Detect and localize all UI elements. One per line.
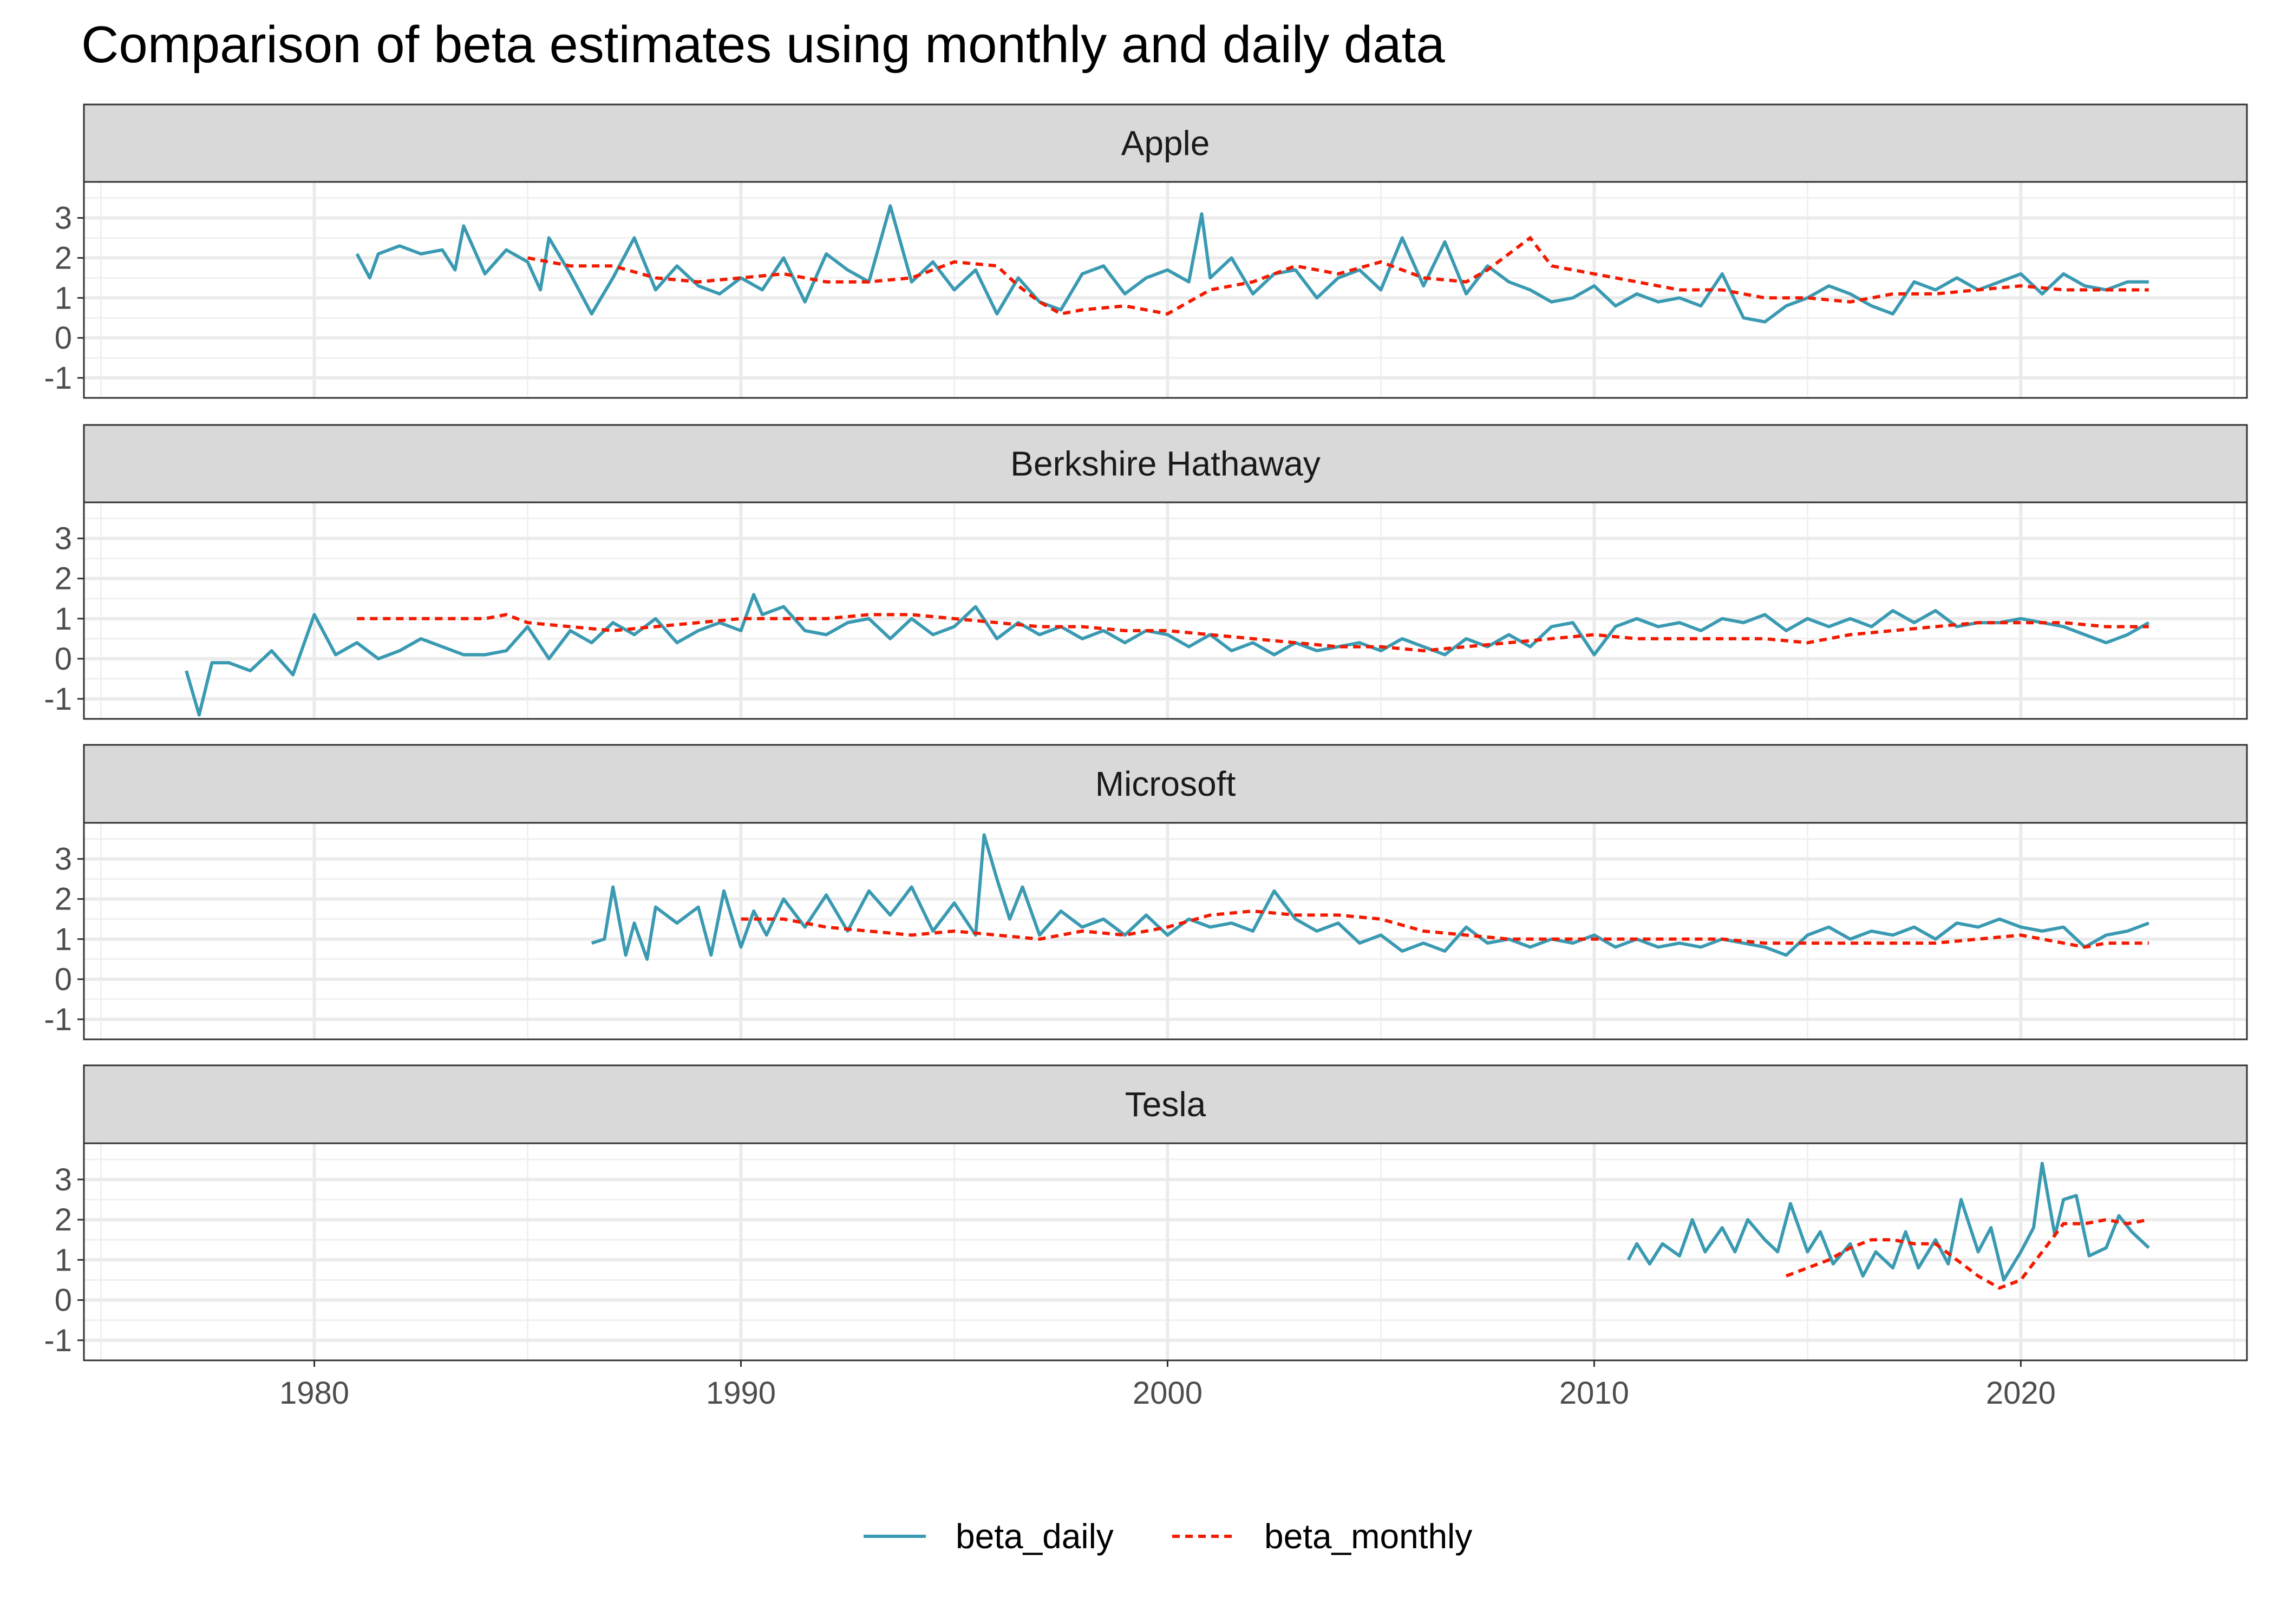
facet-strip-label: Apple (1121, 124, 1210, 163)
y-tick-label: 0 (55, 641, 72, 677)
series-beta-monthly (527, 235, 2149, 316)
panel-border (83, 822, 2248, 1040)
series-beta-monthly (741, 909, 2149, 949)
facet-berkshire-hathaway: Berkshire Hathaway -1 0 1 2 3 (44, 424, 2248, 720)
y-tick-label: 3 (55, 842, 72, 877)
series-beta-monthly (357, 613, 2149, 653)
y-tick-label: 1 (55, 280, 72, 316)
y-tick-label: 3 (55, 201, 72, 236)
y-tick-label: 1 (55, 922, 72, 957)
y-tick-label: 0 (55, 1283, 72, 1318)
x-tick-label: 1980 (279, 1376, 349, 1411)
panel-background (84, 502, 2247, 719)
x-tick-label: 2010 (1559, 1376, 1629, 1411)
panel-border (83, 1142, 2248, 1361)
facet-strip (83, 103, 2248, 183)
y-tick-label: -1 (44, 1002, 72, 1037)
facet-strip-label: Tesla (1125, 1085, 1206, 1124)
y-tick-label: 2 (55, 882, 72, 917)
y-tick-label: 1 (55, 1242, 72, 1278)
panel-background (84, 182, 2247, 398)
y-tick-label: 1 (55, 601, 72, 637)
y-tick-label: -1 (44, 1323, 72, 1358)
y-tick-label: 2 (55, 561, 72, 597)
chart-title: Comparison of beta estimates using month… (81, 16, 1445, 74)
y-tick-label: -1 (44, 361, 72, 396)
facet-strip-label: Microsoft (1095, 764, 1236, 803)
panel-border (83, 501, 2248, 720)
facet-strip (83, 1064, 2248, 1144)
panel-border (83, 181, 2248, 399)
series-beta-daily (1626, 1162, 2150, 1282)
y-tick-label: -1 (44, 682, 72, 717)
facet-strip-label: Berkshire Hathaway (1010, 444, 1321, 483)
y-tick-label: 3 (55, 521, 72, 556)
y-tick-label: 2 (55, 1202, 72, 1237)
facet-tesla: Tesla -1 0 1 2 3 (44, 1064, 2248, 1361)
x-tick-label: 2000 (1133, 1376, 1203, 1411)
series-beta-daily (355, 204, 2149, 324)
facet-strip (83, 424, 2248, 503)
facet-apple: Apple -1 0 1 2 3 (44, 103, 2248, 399)
y-tick-label: 3 (55, 1162, 72, 1197)
y-tick-label: 0 (55, 962, 72, 997)
series-beta-daily (591, 833, 2149, 961)
legend-label-beta-monthly: beta_monthly (1264, 1517, 1472, 1556)
legend: beta_daily beta_monthly (864, 1517, 1472, 1556)
panel-background (84, 1143, 2247, 1360)
x-tick-label: 1990 (706, 1376, 776, 1411)
facet-strip (83, 744, 2248, 824)
legend-label-beta-daily: beta_daily (956, 1517, 1114, 1556)
facet-microsoft: Microsoft -1 0 1 2 3 (44, 744, 2248, 1040)
x-tick-label: 2020 (1986, 1376, 2056, 1411)
y-tick-label: 2 (55, 240, 72, 276)
y-tick-label: 0 (55, 320, 72, 356)
series-beta-monthly (1785, 1218, 2149, 1290)
